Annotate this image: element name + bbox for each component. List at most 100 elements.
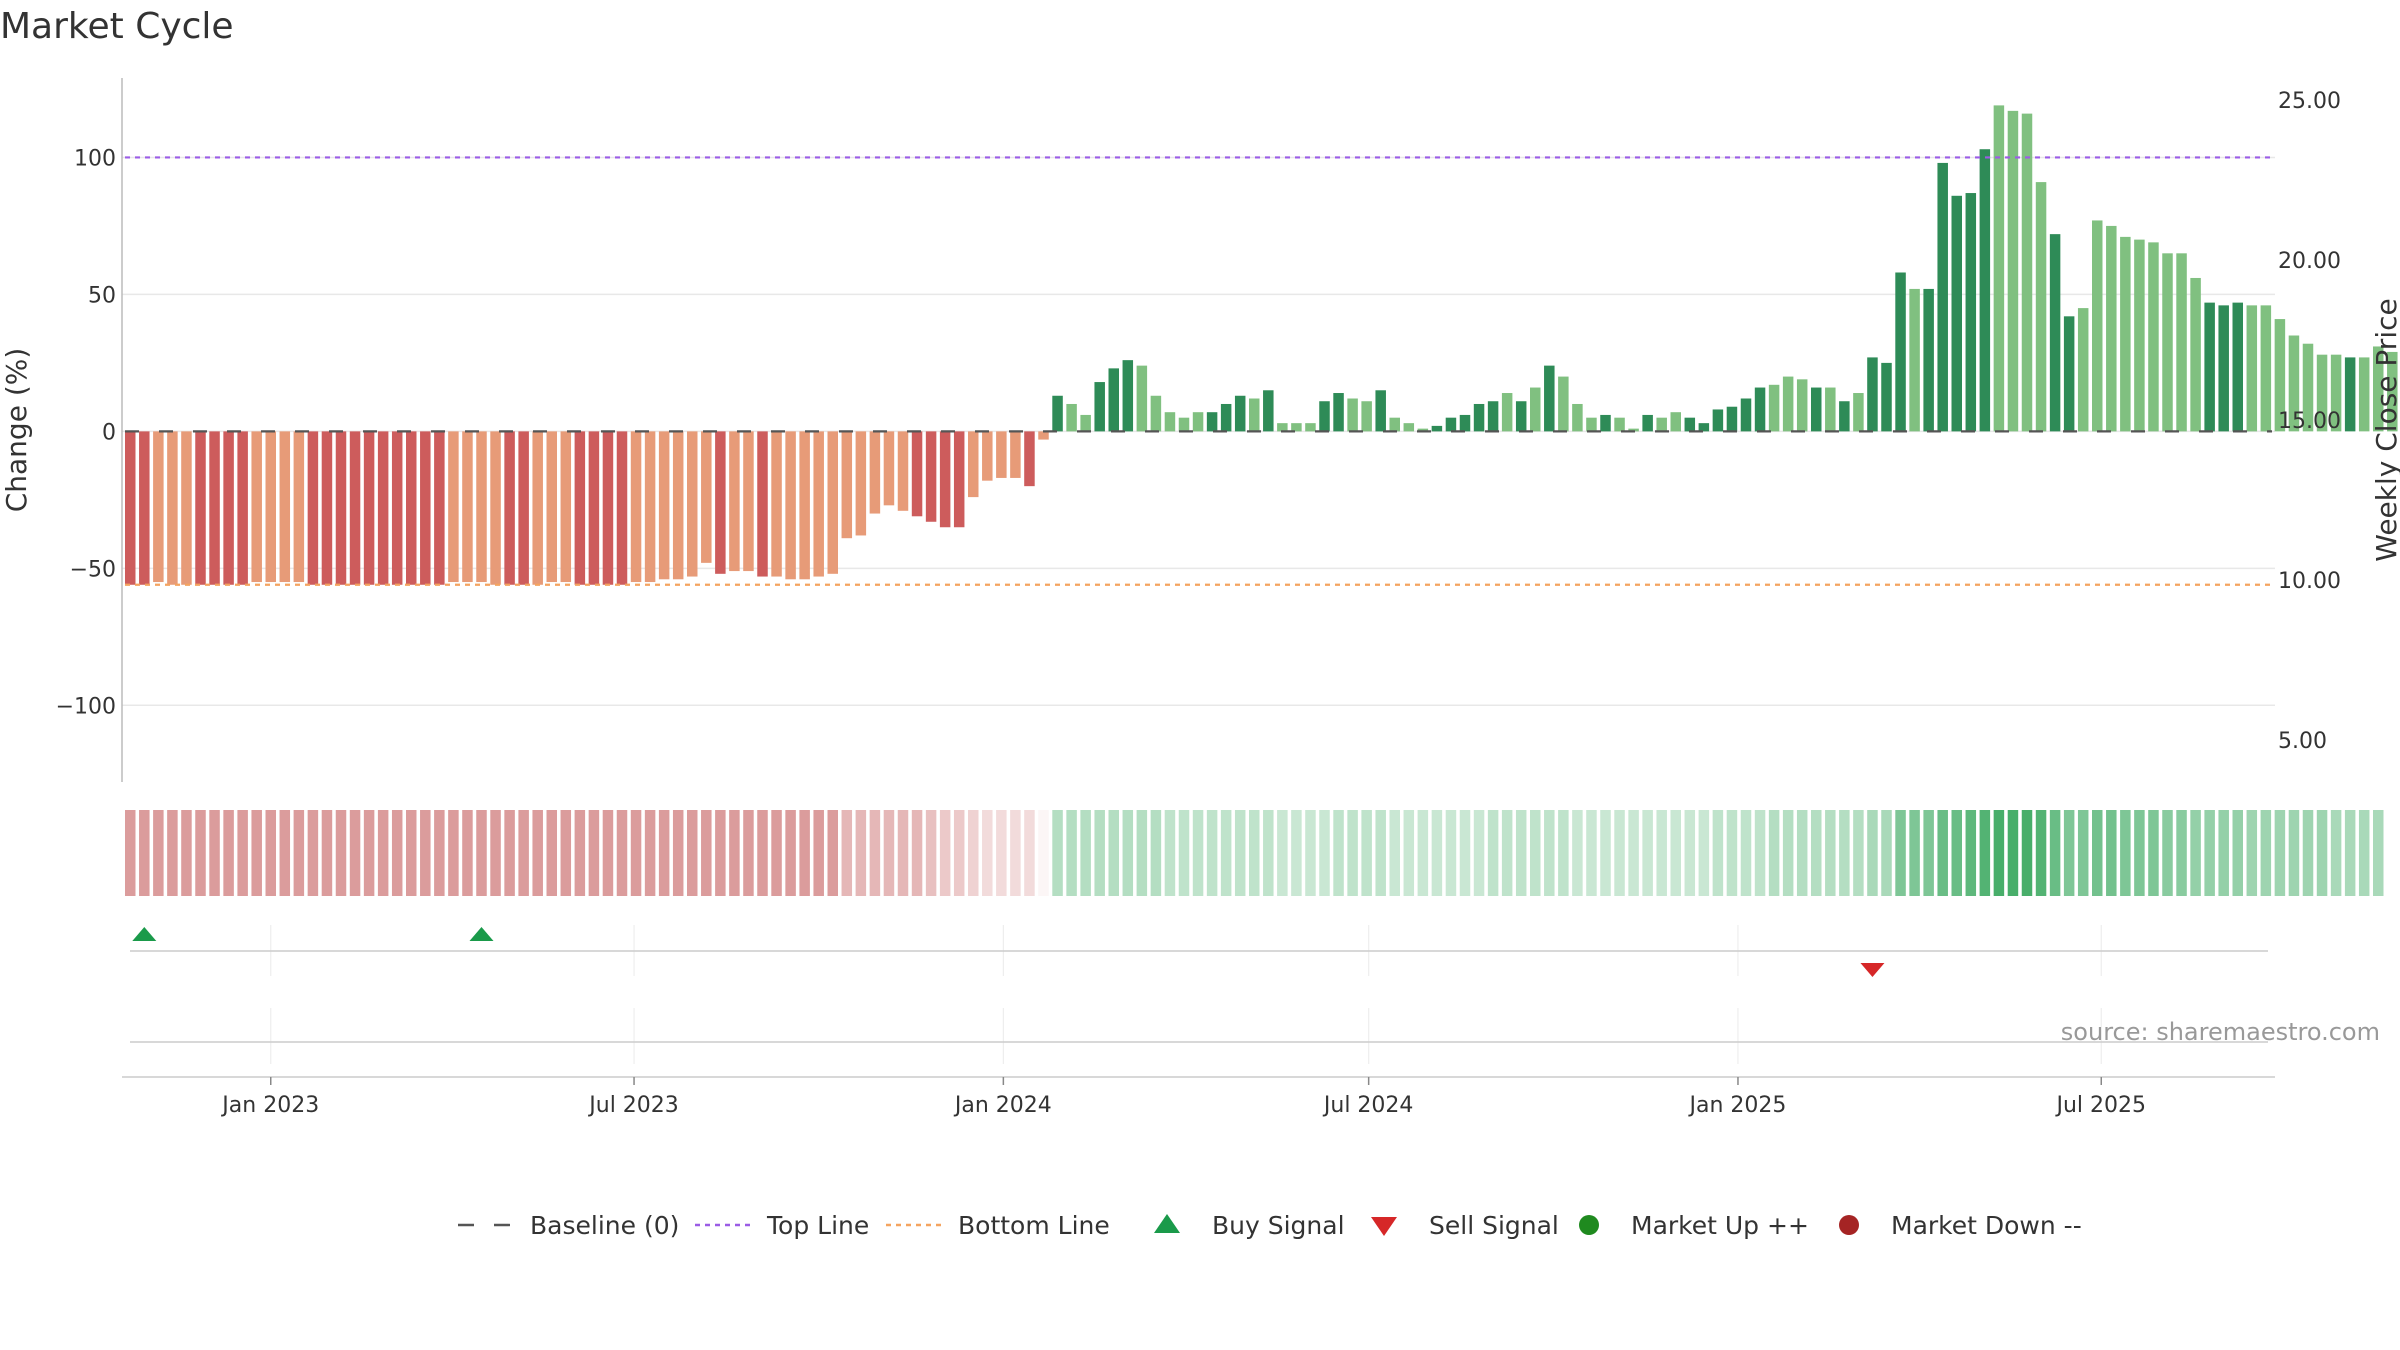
- bar-20: [406, 431, 417, 585]
- bar-67: [1066, 403, 1077, 432]
- heat-cell-22: [434, 810, 445, 896]
- bar-39: [672, 431, 684, 580]
- bar-14: [321, 431, 333, 585]
- heat-cell-125: [1881, 810, 1892, 896]
- legend-label-bottom: Bottom Line: [958, 1211, 1110, 1240]
- bar-136: [2035, 182, 2047, 432]
- heat-cell-60: [968, 810, 979, 896]
- bar-3: [167, 431, 178, 585]
- bar-35: [616, 431, 628, 585]
- heat-cell-112: [1698, 810, 1710, 896]
- bar-130: [1951, 195, 1962, 432]
- bar-115: [1740, 398, 1752, 432]
- heat-cell-24: [462, 810, 473, 896]
- y-axis-label-right: Weekly Close Price: [2370, 298, 2400, 561]
- bar-42: [715, 431, 726, 574]
- heat-cell-149: [2218, 810, 2229, 896]
- bar-137: [2049, 234, 2061, 432]
- bar-102: [1558, 376, 1569, 432]
- heat-cell-158: [2344, 810, 2356, 896]
- bar-69: [1094, 382, 1105, 432]
- bar-148: [2204, 302, 2215, 432]
- heat-cell-99: [1515, 810, 1527, 896]
- heat-cell-5: [195, 810, 206, 896]
- buy-signal-marker-0: [132, 927, 157, 941]
- heat-cell-2: [153, 810, 164, 896]
- bar-68: [1080, 414, 1091, 432]
- bar-70: [1108, 368, 1119, 432]
- heat-cell-28: [518, 810, 529, 896]
- bar-145: [2162, 253, 2173, 432]
- bar-143: [2134, 239, 2145, 432]
- bar-81: [1263, 390, 1274, 432]
- heat-cell-32: [574, 810, 586, 896]
- heat-cell-130: [1951, 810, 1962, 896]
- bar-161: [2387, 351, 2398, 432]
- heat-cell-6: [209, 810, 220, 896]
- bar-28: [518, 431, 529, 585]
- bar-125: [1881, 362, 1892, 432]
- bar-65: [1038, 431, 1049, 440]
- heat-cell-115: [1740, 810, 1752, 896]
- y2-tick-label-3: 10.00: [2278, 569, 2341, 594]
- bar-146: [2176, 253, 2187, 432]
- heat-cell-117: [1768, 810, 1780, 896]
- heat-cell-58: [939, 810, 951, 896]
- bar-30: [546, 431, 557, 583]
- heat-cell-122: [1839, 810, 1850, 896]
- heat-cell-31: [560, 810, 572, 896]
- heat-cell-0: [125, 810, 136, 896]
- heat-cell-82: [1277, 810, 1288, 896]
- heat-cell-150: [2232, 810, 2243, 896]
- heat-cell-54: [883, 810, 895, 896]
- heat-cell-119: [1796, 810, 1808, 896]
- heat-cell-68: [1080, 810, 1091, 896]
- heat-cell-66: [1052, 810, 1063, 896]
- bar-152: [2260, 305, 2272, 432]
- bar-78: [1220, 403, 1232, 432]
- bar-105: [1600, 414, 1611, 432]
- heat-cell-124: [1867, 810, 1878, 896]
- heat-cell-157: [2330, 810, 2342, 896]
- legend-label-buy: Buy Signal: [1212, 1211, 1345, 1240]
- bar-106: [1614, 417, 1625, 432]
- legend-swatch-buy-signal: [1154, 1214, 1180, 1233]
- heat-cell-120: [1811, 810, 1822, 896]
- heat-cell-92: [1417, 810, 1429, 896]
- bar-120: [1811, 387, 1822, 432]
- chart-title: Market Cycle: [0, 6, 234, 47]
- bar-160: [2373, 346, 2384, 432]
- heat-cell-10: [265, 810, 276, 896]
- legend: Baseline (0) Top Line Bottom Line Buy Signa…: [458, 1211, 2082, 1240]
- heat-cell-143: [2134, 810, 2145, 896]
- bar-41: [701, 431, 712, 563]
- heat-cell-17: [363, 810, 375, 896]
- bar-82: [1277, 423, 1288, 432]
- y-tick-label-3: −50: [70, 557, 116, 582]
- bar-57: [925, 431, 937, 522]
- heat-cell-103: [1572, 810, 1583, 896]
- axes: 100 50 0 −50 −100 25.00 20.00 15.00 10.00 5.00: [56, 78, 2341, 782]
- heat-cell-30: [546, 810, 557, 896]
- bar-84: [1305, 423, 1316, 432]
- heat-cell-56: [911, 810, 923, 896]
- bar-53: [869, 431, 881, 514]
- y-tick-label-1: 50: [88, 283, 116, 308]
- y-tick-label-4: −100: [56, 694, 116, 719]
- bar-98: [1501, 393, 1513, 432]
- bar-77: [1206, 412, 1218, 432]
- heat-cell-9: [251, 810, 262, 896]
- y2-tick-label-0: 25.00: [2278, 89, 2341, 114]
- heat-cell-49: [813, 810, 824, 896]
- bar-133: [1993, 105, 2005, 432]
- heat-cell-104: [1586, 810, 1597, 896]
- heat-cell-69: [1094, 810, 1105, 896]
- bar-134: [2007, 110, 2019, 432]
- bar-32: [574, 431, 586, 585]
- bar-153: [2274, 319, 2286, 432]
- bar-79: [1234, 395, 1246, 432]
- heat-cell-64: [1024, 810, 1035, 896]
- bar-76: [1192, 412, 1204, 432]
- bar-123: [1853, 393, 1864, 432]
- heat-cell-106: [1614, 810, 1625, 896]
